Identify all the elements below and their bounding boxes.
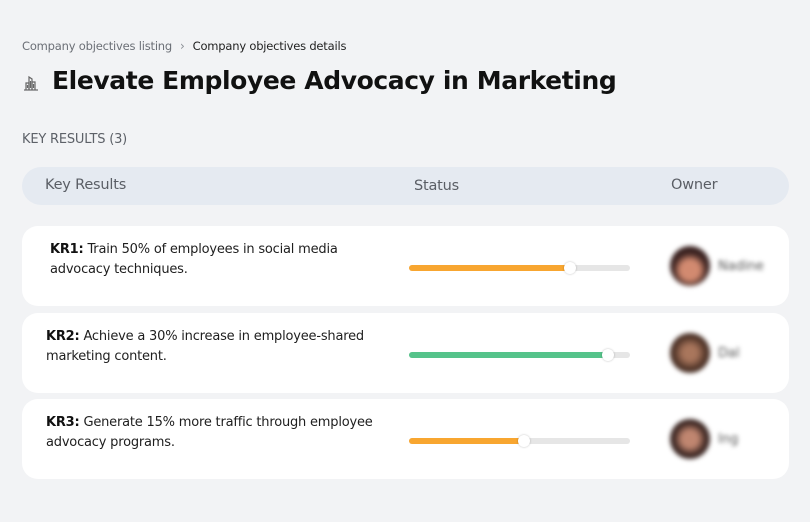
progress-thumb — [564, 262, 577, 274]
key-result-description: KR3: Generate 15% more traffic through e… — [46, 413, 376, 453]
owner-name: Dal — [718, 345, 740, 361]
avatar — [670, 419, 710, 459]
progress-bar — [409, 435, 630, 447]
owner-name: Ing — [718, 431, 739, 447]
progress-fill — [409, 265, 571, 271]
progress-fill — [409, 352, 608, 358]
progress-bar — [409, 262, 630, 274]
key-result-row-3[interactable]: KR3: Generate 15% more traffic through e… — [22, 399, 789, 479]
key-result-row-2[interactable]: KR2: Achieve a 30% increase in employee-… — [22, 313, 789, 393]
key-result-id: KR3: — [46, 415, 80, 430]
key-result-text: Generate 15% more traffic through employ… — [46, 415, 373, 450]
chevron-right-icon: › — [180, 39, 185, 53]
progress-thumb — [517, 435, 530, 447]
owner[interactable]: Nadine — [670, 246, 764, 286]
key-results-count-label: KEY RESULTS (3) — [22, 132, 128, 147]
avatar — [670, 333, 710, 373]
key-result-text: Train 50% of employees in social media a… — [50, 242, 338, 277]
column-header-owner: Owner — [671, 177, 718, 193]
breadcrumb-objectives-listing[interactable]: Company objectives listing — [22, 39, 172, 53]
column-header-status: Status — [414, 178, 460, 194]
breadcrumb-objectives-details: Company objectives details — [192, 39, 347, 53]
column-header-key-results: Key Results — [45, 177, 127, 193]
avatar — [670, 246, 710, 286]
buildings-icon — [22, 74, 42, 94]
owner[interactable]: Dal — [670, 333, 740, 373]
key-result-id: KR1: — [50, 242, 84, 257]
key-result-text: Achieve a 30% increase in employee-share… — [46, 329, 364, 364]
breadcrumb: Company objectives listing › Company obj… — [22, 39, 346, 53]
progress-fill — [409, 438, 524, 444]
key-result-id: KR2: — [46, 329, 80, 344]
progress-thumb — [601, 349, 614, 361]
key-result-row-1[interactable]: KR1: Train 50% of employees in social me… — [22, 226, 789, 306]
owner[interactable]: Ing — [670, 419, 738, 459]
owner-name: Nadine — [718, 258, 764, 274]
table-header: Key Results Status Owner — [22, 167, 789, 205]
page-title: Elevate Employee Advocacy in Marketing — [52, 66, 617, 95]
key-result-description: KR2: Achieve a 30% increase in employee-… — [46, 327, 376, 367]
objective-header: Elevate Employee Advocacy in Marketing — [22, 66, 617, 95]
progress-bar — [409, 349, 630, 361]
key-result-description: KR1: Train 50% of employees in social me… — [50, 240, 380, 280]
